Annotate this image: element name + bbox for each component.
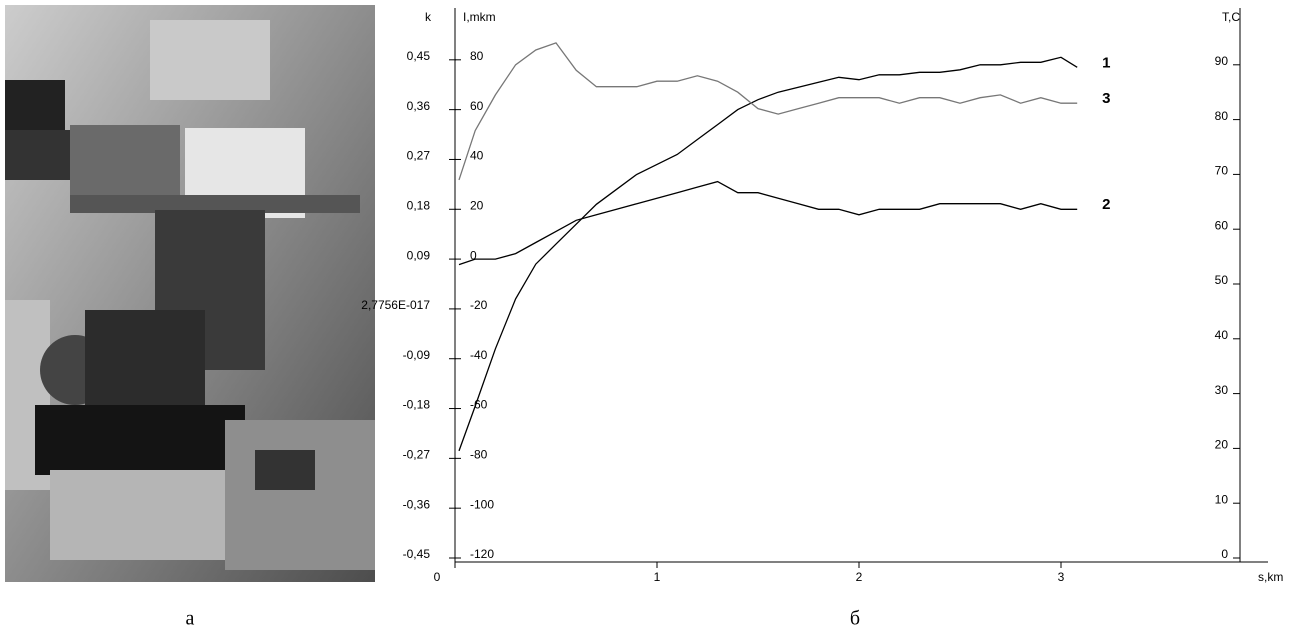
y2-axis-label: I,mkm xyxy=(463,10,496,24)
x-axis-label: s,km xyxy=(1258,570,1283,584)
series-label: 3 xyxy=(1102,90,1110,107)
tick-label: -0,36 xyxy=(403,497,431,511)
y3-axis-label: T,C xyxy=(1222,10,1240,24)
tick-label: 20 xyxy=(470,198,484,212)
x-tick-label: 3 xyxy=(1058,570,1065,584)
series-label: 2 xyxy=(1102,196,1110,213)
tick-label: 90 xyxy=(1215,54,1229,68)
tick-label: -120 xyxy=(470,547,494,561)
tick-label: -80 xyxy=(470,448,488,462)
tick-label: 40 xyxy=(470,149,484,163)
tick-label: 40 xyxy=(1215,328,1229,342)
tick-label: -20 xyxy=(470,298,488,312)
tick-label: 0,45 xyxy=(407,49,431,63)
data-line xyxy=(458,180,1078,266)
x-tick-label: 0 xyxy=(434,570,441,584)
tick-label: -40 xyxy=(470,348,488,362)
tick-label: 50 xyxy=(1215,273,1229,287)
tick-label: -100 xyxy=(470,497,494,511)
tick-label: 0,27 xyxy=(407,149,431,163)
series-label: 1 xyxy=(1102,54,1110,71)
tick-label: -60 xyxy=(470,398,488,412)
tick-label: -0,45 xyxy=(403,547,431,561)
tick-label: 70 xyxy=(1215,164,1229,178)
tick-label: 80 xyxy=(470,49,484,63)
tick-label: 2,7756E-017 xyxy=(361,298,430,312)
data-line xyxy=(458,42,1078,181)
data-line xyxy=(458,56,1078,452)
tick-label: 0,36 xyxy=(407,99,431,113)
caption: б xyxy=(850,608,860,630)
tick-label: 0,18 xyxy=(407,198,431,212)
tick-label: 20 xyxy=(1215,438,1229,452)
tick-label: 30 xyxy=(1215,383,1229,397)
tick-label: 80 xyxy=(1215,109,1229,123)
tick-label: 0 xyxy=(470,248,477,262)
tick-label: 0 xyxy=(1221,547,1228,561)
caption: а xyxy=(186,608,195,630)
tick-label: -0,18 xyxy=(403,398,431,412)
tick-label: 60 xyxy=(1215,218,1229,232)
x-tick-label: 2 xyxy=(856,570,863,584)
y-axis-label: k xyxy=(425,10,432,24)
x-tick-label: 1 xyxy=(654,570,661,584)
tick-label: 10 xyxy=(1215,492,1229,506)
photo xyxy=(5,5,375,582)
tick-label: -0,09 xyxy=(403,348,431,362)
tick-label: -0,27 xyxy=(403,448,431,462)
tick-label: 0,09 xyxy=(407,248,431,262)
tick-label: 60 xyxy=(470,99,484,113)
